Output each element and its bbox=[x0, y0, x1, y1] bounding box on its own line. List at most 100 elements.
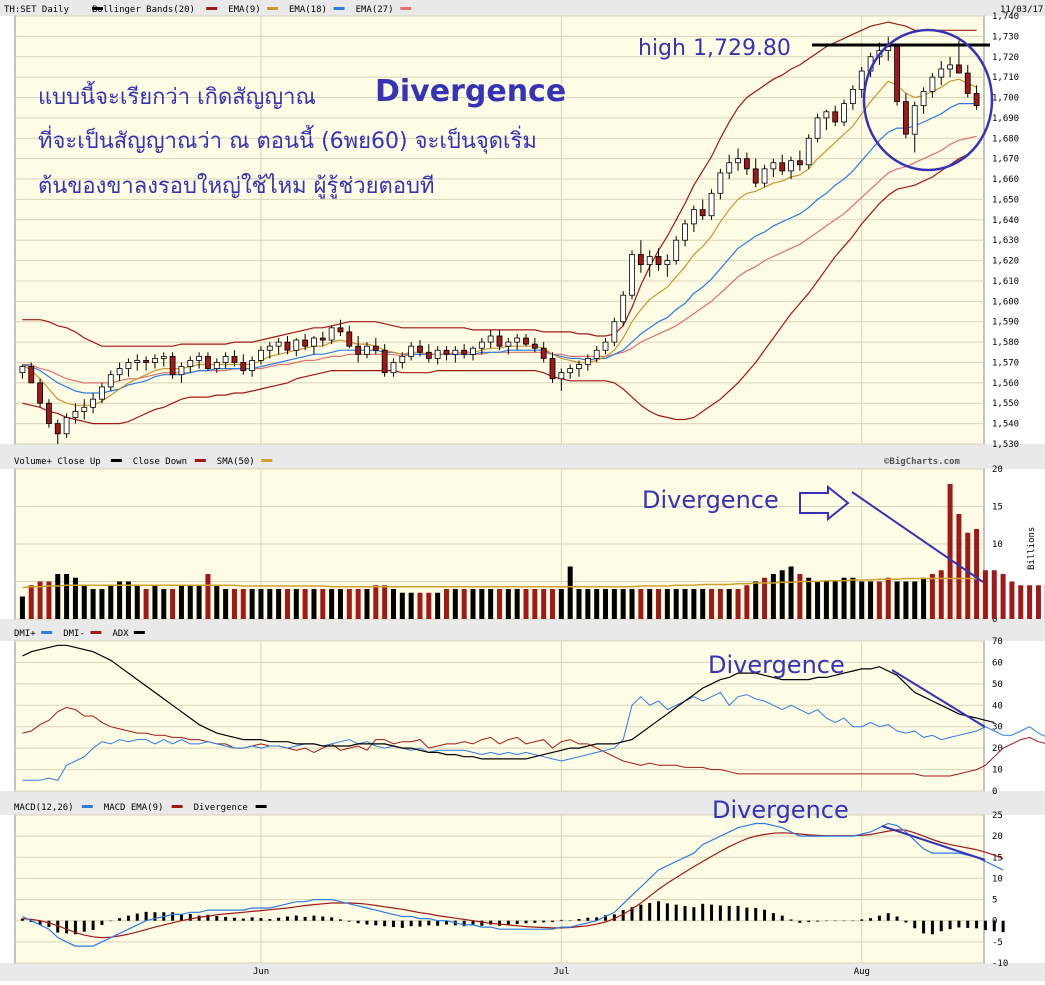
volume-bar bbox=[294, 589, 299, 619]
volume-bar bbox=[585, 589, 590, 619]
volume-bar bbox=[258, 589, 263, 619]
macd-histogram-bar bbox=[365, 921, 368, 925]
candle-up bbox=[250, 360, 255, 370]
candle-down bbox=[895, 47, 900, 102]
candle-down bbox=[462, 350, 467, 354]
macd-histogram-bar bbox=[383, 921, 386, 926]
macd-histogram-bar bbox=[666, 903, 669, 920]
price-legend-swatch bbox=[334, 7, 345, 10]
candle-up bbox=[930, 77, 935, 91]
candle-up bbox=[621, 295, 626, 321]
volume-bar bbox=[311, 589, 316, 619]
macd-divergence-label: Divergence bbox=[712, 796, 849, 824]
macd-histogram-bar bbox=[100, 921, 103, 925]
volume-bar bbox=[1009, 582, 1014, 620]
macd-histogram-bar bbox=[763, 910, 766, 921]
price-legend-label: EMA(9) bbox=[228, 5, 261, 15]
price-panel-ytick-label: 1,680 bbox=[992, 134, 1019, 144]
macd-histogram-bar bbox=[719, 905, 722, 920]
candle-up bbox=[948, 65, 953, 69]
macd-histogram-bar bbox=[560, 920, 563, 921]
volume-bar bbox=[744, 585, 749, 619]
price-panel-ytick-label: 1,690 bbox=[992, 114, 1019, 124]
volume-bar bbox=[921, 578, 926, 619]
macd-histogram-bar bbox=[860, 919, 863, 920]
volume-bar bbox=[709, 589, 714, 619]
macd-histogram-bar bbox=[180, 914, 183, 920]
macd-histogram-bar bbox=[233, 918, 236, 921]
volume-bar bbox=[462, 589, 467, 619]
volume-bar bbox=[718, 589, 723, 619]
candle-down bbox=[444, 350, 449, 354]
volume-bar bbox=[426, 593, 431, 619]
volume-bar bbox=[497, 589, 502, 619]
macd-histogram-bar bbox=[949, 921, 952, 929]
candle-up bbox=[20, 367, 25, 373]
volume-bar bbox=[833, 582, 838, 620]
macd-legend-swatch bbox=[172, 805, 183, 808]
price-panel-ytick-label: 1,670 bbox=[992, 155, 1019, 165]
volume-bar bbox=[568, 567, 573, 620]
volume-bar bbox=[691, 589, 696, 619]
volume-bar bbox=[806, 578, 811, 619]
candle-up bbox=[727, 163, 732, 173]
macd-panel-background bbox=[15, 815, 984, 963]
macd-histogram-bar bbox=[401, 921, 404, 928]
volume-bar bbox=[29, 585, 34, 619]
candle-down bbox=[532, 344, 537, 348]
candle-up bbox=[665, 261, 670, 265]
volume-panel-ytick-label: 20 bbox=[992, 465, 1003, 475]
candle-up bbox=[294, 340, 299, 350]
macd-panel-ytick-label: 25 bbox=[992, 811, 1003, 821]
candle-up bbox=[267, 346, 272, 350]
macd-histogram-bar bbox=[728, 906, 731, 921]
volume-bar bbox=[391, 589, 396, 619]
volume-bar bbox=[753, 582, 758, 620]
candle-down bbox=[638, 254, 643, 264]
legend-strip bbox=[0, 619, 1045, 641]
volume-bar bbox=[850, 578, 855, 619]
candle-up bbox=[364, 346, 369, 354]
price-panel-ytick-label: 1,710 bbox=[992, 73, 1019, 83]
volume-bar bbox=[638, 589, 643, 619]
volume-bar bbox=[762, 578, 767, 619]
candle-up bbox=[647, 256, 652, 264]
macd-histogram-bar bbox=[807, 921, 810, 922]
volume-bar bbox=[541, 589, 546, 619]
volume-bar bbox=[470, 589, 475, 619]
macd-histogram-bar bbox=[984, 921, 987, 930]
macd-histogram-bar bbox=[277, 918, 280, 921]
candle-up bbox=[276, 342, 281, 346]
dmi-panel-ytick-label: 70 bbox=[992, 637, 1003, 647]
volume-bar bbox=[789, 567, 794, 620]
volume-bar bbox=[877, 582, 882, 620]
price-panel-ytick-label: 1,630 bbox=[992, 236, 1019, 246]
candle-up bbox=[691, 210, 696, 224]
price-panel-ytick-label: 1,530 bbox=[992, 440, 1019, 450]
volume-bar bbox=[603, 589, 608, 619]
volume-bar bbox=[621, 589, 626, 619]
candle-up bbox=[99, 387, 104, 399]
macd-panel-ytick-label: 10 bbox=[992, 874, 1003, 884]
price-panel-ytick-label: 1,720 bbox=[992, 53, 1019, 63]
candle-down bbox=[656, 256, 661, 264]
candle-up bbox=[479, 342, 484, 348]
candle-down bbox=[497, 336, 502, 346]
candle-up bbox=[135, 360, 140, 362]
volume-bar bbox=[824, 582, 829, 620]
price-legend-label: Bollinger Bands(20) bbox=[92, 5, 195, 15]
volume-legend-swatch bbox=[195, 459, 206, 462]
candle-up bbox=[736, 159, 741, 163]
volume-bar bbox=[46, 582, 51, 620]
volume-panel-ytick-label: 10 bbox=[992, 540, 1003, 550]
macd-histogram-bar bbox=[798, 921, 801, 923]
price-panel-ytick-label: 1,580 bbox=[992, 338, 1019, 348]
price-legend-swatch bbox=[206, 7, 217, 10]
volume-bar bbox=[205, 574, 210, 619]
symbol-swatch bbox=[92, 7, 103, 10]
macd-legend-label: Divergence bbox=[194, 803, 248, 813]
candle-down bbox=[232, 356, 237, 362]
volume-bar bbox=[214, 585, 219, 619]
volume-bar bbox=[73, 578, 78, 619]
watermark: ©BigCharts.com bbox=[884, 456, 960, 467]
